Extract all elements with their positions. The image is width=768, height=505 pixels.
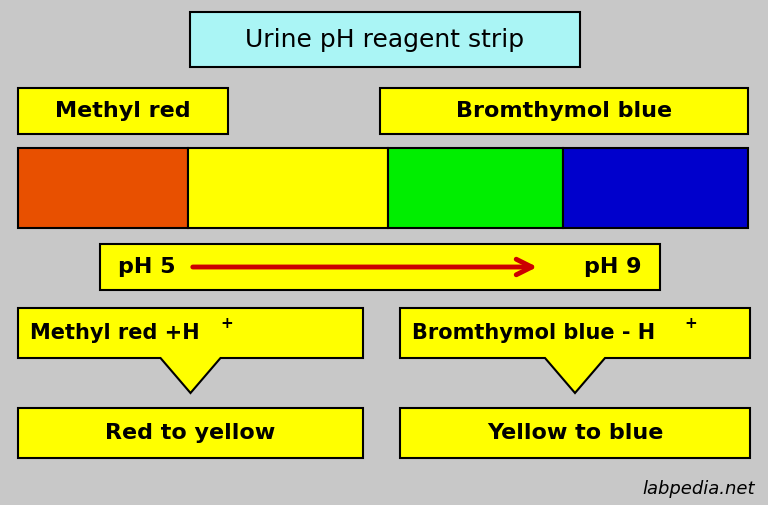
Text: Bromthymol blue: Bromthymol blue [456,101,672,121]
Bar [563,148,748,228]
Text: +: + [220,316,233,330]
Text: Methyl red +H: Methyl red +H [30,323,200,343]
Text: +: + [684,316,697,330]
Bar [190,12,580,67]
Bar [18,408,363,458]
Text: pH 9: pH 9 [584,257,642,277]
Bar [18,148,188,228]
Bar [400,408,750,458]
Bar [388,148,563,228]
Text: Red to yellow: Red to yellow [105,423,276,443]
Text: labpedia.net: labpedia.net [643,480,755,498]
Polygon shape [400,308,750,393]
Polygon shape [18,308,363,393]
Text: Yellow to blue: Yellow to blue [487,423,664,443]
Text: Urine pH reagent strip: Urine pH reagent strip [246,27,525,52]
Text: Methyl red: Methyl red [55,101,190,121]
Bar [100,244,660,290]
Text: pH 5: pH 5 [118,257,176,277]
Bar [380,88,748,134]
Text: Bromthymol blue - H: Bromthymol blue - H [412,323,655,343]
Bar [188,148,388,228]
Bar [18,88,228,134]
